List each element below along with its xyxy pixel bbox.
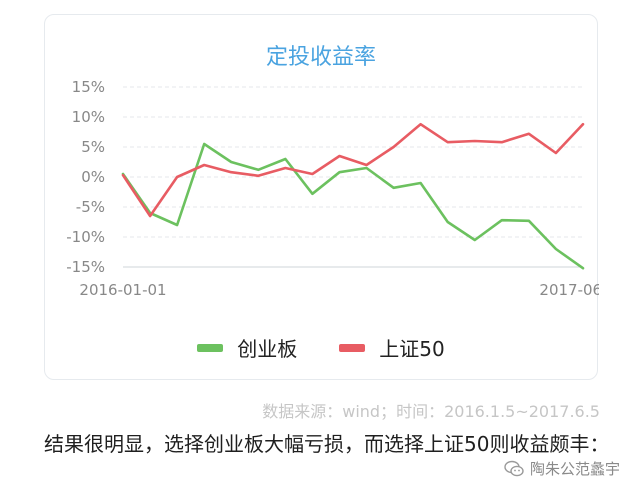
y-tick-label: -5% (76, 198, 105, 216)
chart-card: 定投收益率 15% 10% 5% 0% -5% -10% -15% 2016-01-01 201… (44, 14, 599, 380)
y-tick-label: -10% (66, 228, 105, 246)
y-tick-label: 15% (72, 78, 105, 96)
legend-swatch-red (339, 343, 366, 352)
legend-label: 上证50 (379, 337, 445, 361)
line-chart: 15% 10% 5% 0% -5% -10% -15% 2016-01-01 2017-06-0… (66, 78, 599, 299)
chart-legend: 创业板 上证50 (45, 333, 597, 362)
article-paragraph: 结果很明显，选择创业板大幅亏损，而选择上证50则收益颇丰： (44, 432, 610, 456)
account-watermark: 陶朱公范蠡宇 (504, 458, 620, 479)
y-tick-label: -15% (66, 258, 105, 276)
wechat-icon (504, 460, 524, 478)
y-tick-label: 0% (81, 168, 105, 186)
legend-label: 创业板 (237, 337, 298, 361)
legend-item-sz50: 上证50 (339, 333, 445, 362)
watermark-text: 陶朱公范蠡宇 (529, 460, 620, 478)
chart-title: 定投收益率 (265, 45, 376, 70)
series-line-sz50 (121, 122, 585, 218)
series-line-chuangyeban (121, 142, 585, 270)
legend-swatch-green (197, 343, 224, 352)
y-tick-label: 10% (72, 108, 105, 126)
x-tick-label: 2017-06-01 (539, 281, 599, 299)
x-tick-label: 2016-01-01 (79, 281, 166, 299)
data-source-note: 数据来源：wind；时间：2016.1.5~2017.6.5 (262, 402, 600, 421)
legend-item-chuangyeban: 创业板 (197, 333, 297, 362)
y-tick-label: 5% (81, 138, 105, 156)
